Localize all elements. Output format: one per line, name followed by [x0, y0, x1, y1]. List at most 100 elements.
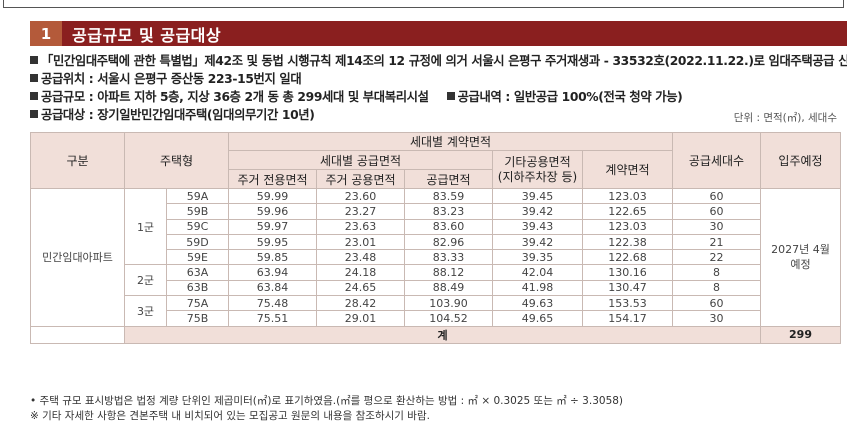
- info-legal-text: 「민간임대주택에 관한 특별법」제42조 및 동법 시행규칙 제14조의 12 …: [41, 54, 847, 68]
- other-cell: 49.65: [492, 310, 583, 327]
- other-cell: 49.63: [492, 295, 583, 312]
- exclusive-cell: 63.94: [228, 264, 317, 281]
- other-cell: 39.35: [492, 249, 583, 266]
- contract-cell: 130.47: [582, 279, 673, 297]
- info-line-legal: 「민간임대주택에 관한 특별법」제42조 및 동법 시행규칙 제14조의 12 …: [30, 52, 847, 70]
- table-row: 2군 63A 63.94 24.18 88.12 42.04 130.16 8: [31, 264, 841, 297]
- unit-note: 단위 : 면적(㎡), 세대수: [733, 112, 837, 124]
- table-row: 3군 75A 75.48 28.42 103.90 49.63 153.53 6…: [31, 295, 841, 327]
- info-breakdown-text: 공급내역 : 일반공급 100%(전국 청약 가능): [457, 90, 683, 104]
- exclusive-cell: 59.96: [228, 203, 317, 220]
- header-exclusive: 주거 전용면적: [228, 169, 317, 189]
- contract-cell: 123.03: [582, 218, 673, 235]
- households-cell: 60: [672, 187, 761, 205]
- households-cell: 8: [672, 279, 761, 297]
- other-cell: 42.04: [492, 264, 583, 281]
- move-in-cell: 2027년 4월 예정: [760, 188, 841, 327]
- contract-cell: 130.16: [582, 264, 673, 281]
- households-cell: 60: [672, 203, 761, 220]
- header-common: 주거 공용면적: [316, 169, 405, 189]
- type-cell: 59A: [166, 187, 229, 205]
- table-row: 59C 59.97 23.63 83.60 39.43 123.03 30: [31, 218, 841, 235]
- info-scale-text: 공급규모 : 아파트 지하 5층, 지상 36층 2개 동 총 299세대 및 …: [41, 90, 429, 104]
- households-cell: 8: [672, 264, 761, 281]
- total-row: 계 299: [30, 325, 841, 344]
- header-other-common-label: 기타공용면적: [504, 154, 571, 169]
- other-cell: 39.42: [492, 203, 583, 220]
- group-cell-3: 3군: [124, 295, 167, 327]
- exclusive-cell: 75.48: [228, 295, 317, 312]
- header-category: 구분: [30, 132, 125, 189]
- common-cell: 23.60: [316, 187, 405, 205]
- header-other-common-sub: (지하주차장 등): [497, 169, 578, 184]
- type-cell: 63A: [166, 264, 229, 281]
- households-cell: 22: [672, 249, 761, 266]
- header-households: 공급세대수: [672, 132, 761, 189]
- contract-cell: 123.03: [582, 187, 673, 205]
- info-line-target: 공급대상 : 장기일반민간임대주택(임대의무기간 10년): [30, 106, 847, 124]
- move-in-status: 예정: [790, 258, 811, 272]
- other-cell: 39.45: [492, 187, 583, 205]
- header-other-common: 기타공용면적 (지하주차장 등): [492, 150, 583, 189]
- exclusive-cell: 59.99: [228, 187, 317, 205]
- info-line-location: 공급위치 : 서울시 은평구 증산동 223-15번지 일대: [30, 70, 847, 88]
- total-households: 299: [760, 325, 841, 344]
- common-cell: 23.48: [316, 249, 405, 266]
- common-cell: 24.65: [316, 279, 405, 297]
- bullet-square-icon: [30, 92, 38, 100]
- total-label: 계: [124, 325, 761, 344]
- contract-cell: 154.17: [582, 310, 673, 327]
- exclusive-cell: 63.84: [228, 279, 317, 297]
- households-cell: 21: [672, 233, 761, 251]
- contract-cell: 153.53: [582, 295, 673, 312]
- type-cell: 63B: [166, 279, 229, 297]
- contract-cell: 122.68: [582, 249, 673, 266]
- exclusive-cell: 75.51: [228, 310, 317, 327]
- group-cell-2: 2군: [124, 264, 167, 297]
- type-cell: 75B: [166, 310, 229, 327]
- footnote-reference: ※ 기타 자세한 사항은 견본주택 내 비치되어 있는 모집공고 원문의 내용을…: [30, 410, 430, 422]
- common-cell: 28.42: [316, 295, 405, 312]
- header-move-in: 입주예정: [760, 132, 841, 189]
- common-cell: 23.27: [316, 203, 405, 220]
- header-supply-area-group: 세대별 공급면적: [228, 150, 493, 170]
- info-location-text: 공급위치 : 서울시 은평구 증산동 223-15번지 일대: [41, 72, 302, 86]
- footnote-unit: • 주택 규모 표시방법은 법정 계량 단위인 제곱미터(㎡)로 표기하였음.(…: [30, 395, 624, 407]
- info-line-scale: 공급규모 : 아파트 지하 5층, 지상 36층 2개 동 총 299세대 및 …: [30, 88, 847, 106]
- common-cell: 23.63: [316, 218, 405, 235]
- supply-cell: 83.23: [404, 203, 493, 220]
- exclusive-cell: 59.95: [228, 233, 317, 251]
- other-cell: 41.98: [492, 279, 583, 297]
- table-row: 민간임대아파트 1군 59A 59.99 23.60 83.59 39.45 1…: [30, 187, 841, 327]
- supply-cell: 82.96: [404, 233, 493, 251]
- supply-cell: 88.49: [404, 279, 493, 297]
- supply-cell: 83.33: [404, 249, 493, 266]
- bullet-square-icon: [446, 92, 455, 100]
- header-supply: 공급면적: [404, 169, 493, 189]
- section-title: 공급규모 및 공급대상: [72, 25, 222, 45]
- common-cell: 24.18: [316, 264, 405, 281]
- type-cell: 59B: [166, 203, 229, 220]
- bullet-square-icon: [30, 74, 38, 82]
- bullet-square-icon: [30, 110, 38, 118]
- header-housing-type: 주택형: [124, 132, 229, 189]
- exclusive-cell: 59.97: [228, 218, 317, 235]
- table-row: 75B 75.51 29.01 104.52 49.65 154.17 30: [31, 310, 841, 327]
- households-cell: 30: [672, 310, 761, 327]
- top-border-frame: [3, 0, 844, 8]
- common-cell: 29.01: [316, 310, 405, 327]
- type-cell: 59D: [166, 233, 229, 251]
- move-in-date: 2027년 4월: [771, 243, 830, 257]
- type-cell: 59C: [166, 218, 229, 235]
- supply-cell: 83.60: [404, 218, 493, 235]
- bullet-square-icon: [30, 56, 38, 64]
- section-number: 1: [30, 21, 62, 46]
- header-contract-area-group: 세대별 계약면적: [228, 132, 673, 151]
- category-cell: 민간임대아파트: [30, 188, 125, 327]
- type-cell: 75A: [166, 295, 229, 312]
- common-cell: 23.01: [316, 233, 405, 251]
- table-row: 59D 59.95 23.01 82.96 39.42 122.38 21: [31, 233, 841, 251]
- supply-cell: 103.90: [404, 295, 493, 312]
- section-header: 1 공급규모 및 공급대상: [30, 21, 847, 46]
- group-cell-1: 1군: [124, 187, 167, 266]
